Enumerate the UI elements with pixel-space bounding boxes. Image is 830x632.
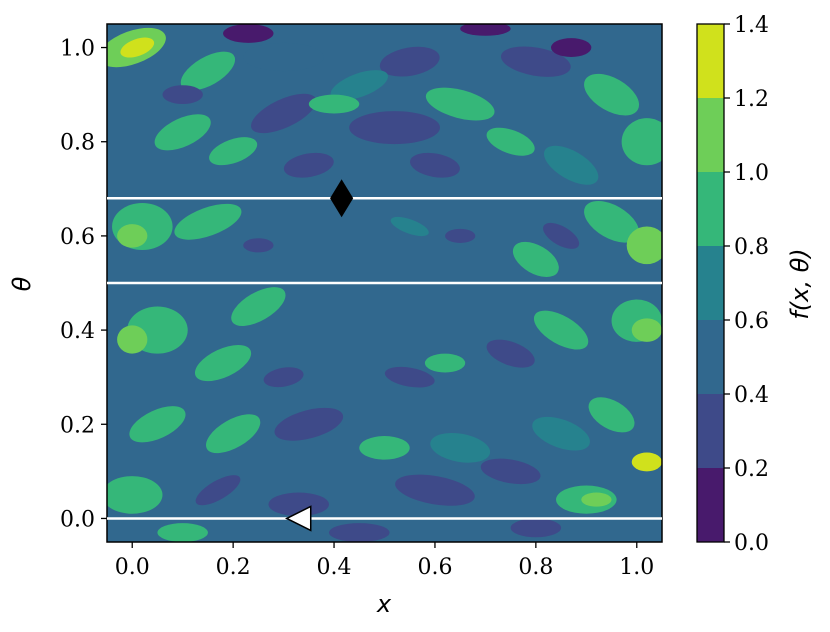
contour-region — [243, 42, 324, 72]
colorbar-tick-label: 1.2 — [734, 87, 769, 112]
contour-region — [395, 474, 475, 506]
contour-region — [430, 432, 491, 463]
contour-region — [384, 366, 435, 388]
colorbar-tick-label: 1.0 — [734, 161, 769, 186]
contour-region — [542, 222, 580, 249]
contour-region — [486, 339, 535, 368]
contour-region — [512, 241, 559, 278]
y-tick-label: 0.8 — [60, 131, 95, 156]
y-axis-ticks: 0.0 0.2 0.4 0.6 0.8 1.0 — [60, 37, 107, 532]
contour-region — [209, 137, 258, 166]
colorbar-tick-label: 1.4 — [734, 13, 769, 38]
markers — [285, 179, 354, 532]
x-tick-label: 0.6 — [417, 555, 452, 580]
contour-region — [551, 38, 592, 57]
y-tick-label: 0.0 — [60, 507, 95, 532]
contour-region — [117, 325, 148, 354]
colorbar-segment — [697, 320, 724, 394]
contour-region — [329, 523, 390, 542]
colorbar-segment — [697, 394, 724, 468]
y-tick-label: 1.0 — [60, 37, 95, 62]
contour-region — [359, 436, 410, 460]
colorbar: 0.0 0.2 0.4 0.6 0.8 1.0 1.2 1.4 — [696, 13, 769, 556]
colorbar-segment — [697, 468, 724, 542]
contour-fields — [107, 24, 662, 542]
contour-region — [231, 287, 286, 327]
contour-region — [584, 73, 640, 116]
contour-region — [117, 224, 148, 248]
contour-region — [480, 458, 541, 485]
contour-plot-area — [107, 24, 662, 542]
contour-region — [194, 344, 252, 382]
contour-region — [205, 414, 261, 454]
diamond-marker — [330, 179, 354, 218]
y-tick-label: 0.4 — [60, 319, 95, 344]
colorbar-tick-label: 0.2 — [734, 457, 769, 482]
x-axis-label: x — [376, 590, 392, 618]
horizontal-lines — [107, 196, 662, 520]
contour-region — [379, 46, 440, 77]
contour-region — [195, 475, 241, 506]
contour-region — [425, 87, 495, 121]
colorbar-tick-label: 0.8 — [734, 235, 769, 260]
colorbar-tick-label: 0.0 — [734, 531, 769, 556]
contour-region — [263, 367, 304, 388]
contour-region — [251, 93, 317, 134]
contour-region — [120, 37, 155, 58]
colorbar-segment — [697, 246, 724, 320]
contour-region — [349, 111, 440, 145]
x-axis-ticks: 0.0 0.2 0.4 0.6 0.8 1.0 — [115, 542, 654, 580]
colorbar-label: f(x, θ) — [786, 248, 814, 319]
contour-region — [626, 226, 662, 265]
colorbar-segment — [697, 172, 724, 246]
y-tick-label: 0.2 — [60, 413, 95, 438]
x-tick-label: 0.0 — [115, 555, 150, 580]
contour-region — [223, 24, 274, 43]
contour-region — [162, 85, 203, 105]
contour-region — [631, 452, 662, 472]
contour-region — [631, 318, 662, 342]
contour-region — [460, 24, 511, 36]
contour-region — [157, 523, 208, 542]
contour-region — [154, 114, 211, 151]
contour-region — [129, 406, 186, 443]
triangle-marker — [285, 505, 312, 532]
contour-region — [410, 152, 460, 178]
contour-region — [584, 200, 640, 243]
contour-region — [424, 353, 466, 373]
contour-region — [621, 118, 662, 166]
x-tick-label: 0.4 — [317, 555, 352, 580]
contour-region — [107, 476, 163, 514]
contour-region — [445, 228, 476, 243]
colorbar-segment — [697, 24, 724, 98]
contour-region — [308, 94, 360, 114]
contour-region — [274, 407, 344, 441]
contour-region — [532, 416, 590, 451]
contour-region — [544, 145, 599, 185]
contour-region — [581, 492, 612, 507]
contour-region — [243, 238, 274, 253]
colorbar-tick-label: 0.4 — [734, 383, 769, 408]
contour-region — [330, 70, 389, 101]
x-tick-label: 0.2 — [216, 555, 251, 580]
contour-region — [283, 152, 334, 178]
x-tick-label: 1.0 — [619, 555, 654, 580]
colorbar-segment — [697, 98, 724, 172]
contour-region — [390, 216, 429, 237]
contour-region — [174, 203, 242, 240]
y-tick-label: 0.6 — [60, 225, 95, 250]
contour-region — [510, 518, 562, 538]
contour-region — [486, 127, 535, 156]
contour-region — [533, 310, 589, 350]
contour-region — [268, 492, 329, 517]
contour-region — [500, 46, 571, 77]
colorbar-tick-label: 0.6 — [734, 309, 769, 334]
contour-region — [180, 51, 236, 91]
colorbar-frame — [696, 23, 725, 543]
x-tick-label: 0.8 — [518, 555, 553, 580]
contour-region — [588, 397, 635, 433]
y-axis-label: θ — [8, 276, 36, 291]
